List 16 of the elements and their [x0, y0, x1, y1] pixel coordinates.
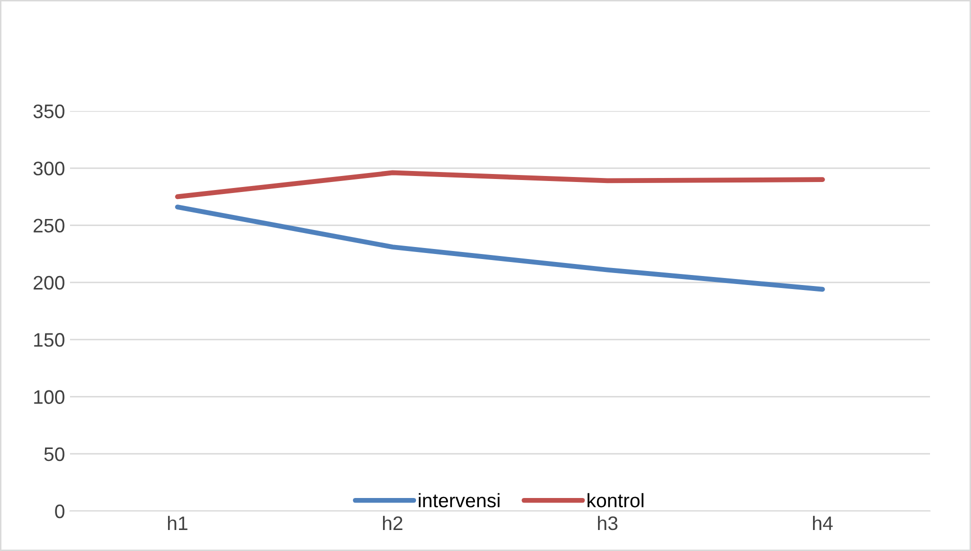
x-tick-label: h3	[598, 516, 618, 530]
line-series	[175, 170, 825, 200]
y-tick-label: 300	[33, 162, 64, 176]
legend-label: intervensi	[418, 493, 500, 508]
y-tick-label: 0	[55, 504, 64, 518]
y-tick-label: 250	[34, 218, 64, 233]
legend-label: kontrol	[588, 493, 644, 508]
y-tick-label: 200	[34, 276, 64, 290]
x-tick-label: h1	[168, 516, 188, 530]
line-series	[175, 204, 825, 292]
y-tick-label: 50	[44, 447, 64, 462]
y-tick-label: 350	[33, 104, 64, 118]
x-tick-label: h2	[383, 516, 402, 530]
y-tick-label: 100	[34, 390, 64, 404]
x-tick-label: h4	[813, 516, 833, 530]
y-tick-label: 150	[34, 333, 64, 347]
